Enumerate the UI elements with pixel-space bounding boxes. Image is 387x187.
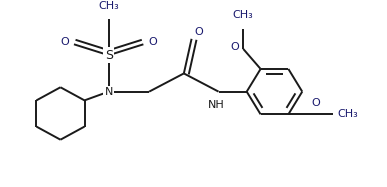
Text: O: O bbox=[194, 27, 203, 37]
Text: NH: NH bbox=[208, 100, 225, 111]
Text: O: O bbox=[149, 37, 158, 47]
Text: CH₃: CH₃ bbox=[233, 10, 253, 20]
Text: N: N bbox=[104, 87, 113, 97]
Text: O: O bbox=[311, 98, 320, 108]
Text: O: O bbox=[230, 42, 239, 52]
Text: S: S bbox=[104, 49, 113, 62]
Text: CH₃: CH₃ bbox=[337, 109, 358, 119]
Text: CH₃: CH₃ bbox=[98, 1, 119, 11]
Text: O: O bbox=[60, 37, 69, 47]
